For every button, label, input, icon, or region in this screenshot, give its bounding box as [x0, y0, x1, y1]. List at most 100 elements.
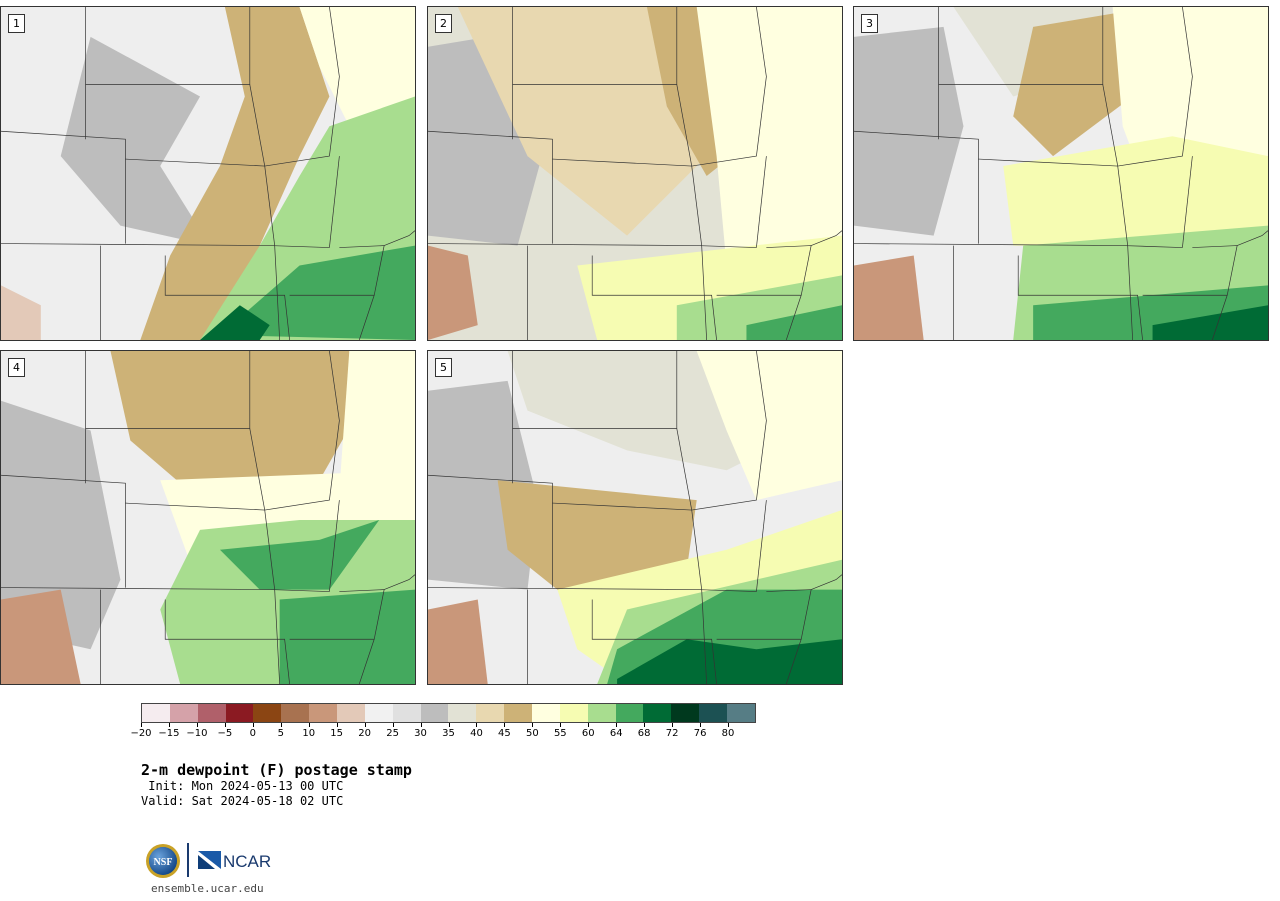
dewpoint-region — [854, 26, 964, 236]
dewpoint-region — [696, 7, 842, 266]
colorbar-tick — [700, 723, 702, 727]
dewpoint-map-4 — [1, 351, 415, 684]
ncar-logo-text: NCAR — [223, 852, 271, 871]
state-border — [384, 230, 415, 246]
colorbar-swatch — [337, 704, 365, 722]
dewpoint-region — [696, 351, 842, 501]
colorbar-swatch — [476, 704, 505, 722]
panel-number: 5 — [435, 358, 452, 377]
dewpoint-region — [854, 255, 924, 340]
state-border — [1102, 84, 1134, 340]
colorbar-tick-label: −15 — [158, 728, 180, 739]
colorbar-swatch — [392, 704, 421, 722]
panel-number: 2 — [435, 14, 452, 33]
dewpoint-region — [60, 36, 210, 246]
panel-number: 1 — [8, 14, 25, 33]
colorbar-tick-label: 30 — [414, 728, 427, 739]
colorbar-swatch — [532, 704, 560, 722]
state-border — [1, 587, 330, 592]
state-border — [125, 502, 265, 511]
dewpoint-map-2 — [428, 7, 842, 340]
colorbar-tick-label: 45 — [498, 728, 511, 739]
dewpoint-region — [1152, 305, 1268, 340]
ncar-logo-icon[interactable]: NCAR — [197, 847, 275, 875]
state-border — [249, 428, 281, 684]
colorbar-tick-label: 50 — [525, 728, 539, 739]
state-border — [1, 474, 126, 588]
state-border — [1017, 255, 1143, 340]
colorbar-tick — [252, 723, 254, 727]
state-border — [591, 599, 717, 684]
state-border — [264, 7, 340, 167]
state-border — [552, 502, 692, 511]
dewpoint-map-3 — [854, 7, 1268, 340]
colorbar-ticks: −20 −15 −10 −5 0 5 10 15 20 25 30 35 40 45 50 55 60 64 68 7… — [130, 723, 756, 745]
site-url-link[interactable]: ensemble.ucar.edu — [151, 882, 264, 895]
state-border — [1237, 230, 1268, 246]
state-border — [264, 351, 340, 511]
colorbar-swatch — [643, 704, 672, 722]
dewpoint-region — [1, 285, 41, 340]
dewpoint-region — [428, 245, 478, 340]
dewpoint-region — [110, 351, 360, 501]
colorbar-tick — [532, 723, 534, 727]
state-border — [691, 7, 767, 167]
map-panel-5[interactable]: 5 — [427, 350, 843, 685]
state-border — [691, 351, 767, 511]
colorbar-tick — [728, 723, 730, 727]
state-border — [164, 255, 290, 340]
colorbar-tick-label: 0 — [249, 728, 256, 739]
colorbar-tick-label: 20 — [358, 728, 371, 739]
colorbar-tick — [168, 723, 170, 727]
colorbar-tick — [224, 723, 226, 727]
colorbar-tick — [644, 723, 646, 727]
state-border — [428, 243, 757, 248]
colorbar-tick — [588, 723, 590, 727]
colorbar-swatch — [420, 704, 449, 722]
state-border — [1117, 7, 1193, 167]
colorbar-swatch — [364, 704, 393, 722]
colorbar-tick — [420, 723, 422, 727]
state-border — [289, 245, 385, 296]
colorbar-tick — [196, 723, 198, 727]
colorbar-tick-label: 64 — [609, 728, 623, 739]
colorbar-tick-label: 76 — [693, 728, 707, 739]
colorbar-tick — [672, 723, 674, 727]
state-border — [1142, 245, 1238, 296]
colorbar-swatch — [309, 704, 338, 722]
nsf-logo-text: NSF — [154, 857, 173, 868]
dewpoint-region — [140, 7, 330, 340]
map-panel-1[interactable]: 1 — [0, 6, 416, 341]
state-border — [716, 589, 812, 640]
state-border — [384, 574, 415, 590]
colorbar-swatch — [587, 704, 616, 722]
nsf-logo-icon[interactable]: NSF — [145, 843, 181, 879]
state-border — [164, 599, 290, 684]
colorbar-tick-label: 35 — [442, 728, 455, 739]
colorbar-swatch — [197, 704, 226, 722]
logo-divider — [187, 843, 189, 877]
map-panel-2[interactable]: 2 — [427, 6, 843, 341]
colorbar-swatch — [281, 704, 310, 722]
panel-number: 3 — [861, 14, 878, 33]
state-border — [428, 587, 757, 592]
state-border — [1, 243, 330, 248]
colorbar — [141, 703, 756, 723]
state-border — [854, 130, 979, 244]
state-border — [249, 84, 281, 340]
dewpoint-region — [299, 7, 415, 127]
colorbar-swatch — [559, 704, 588, 722]
colorbar-tick-label: 15 — [330, 728, 344, 739]
state-border — [125, 158, 265, 167]
state-border — [785, 295, 802, 340]
state-border — [811, 574, 842, 590]
dewpoint-map-5 — [428, 351, 842, 684]
state-border — [358, 639, 375, 684]
figure-title: 2-m dewpoint (F) postage stamp — [141, 761, 412, 779]
map-panel-4[interactable]: 4 — [0, 350, 416, 685]
colorbar-tick — [448, 723, 450, 727]
state-border — [938, 7, 1104, 85]
colorbar-swatch — [504, 704, 533, 722]
colorbar-tick — [336, 723, 338, 727]
map-panel-3[interactable]: 3 — [853, 6, 1269, 341]
